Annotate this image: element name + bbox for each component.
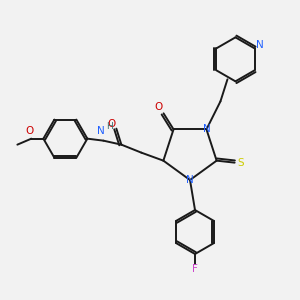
Text: O: O bbox=[154, 102, 163, 112]
Text: O: O bbox=[25, 126, 34, 136]
Text: S: S bbox=[237, 158, 244, 168]
Text: N: N bbox=[202, 124, 210, 134]
Text: H: H bbox=[106, 122, 113, 131]
Text: N: N bbox=[186, 175, 194, 185]
Text: N: N bbox=[98, 126, 105, 136]
Text: N: N bbox=[256, 40, 263, 50]
Text: O: O bbox=[107, 119, 116, 129]
Text: F: F bbox=[192, 264, 198, 274]
